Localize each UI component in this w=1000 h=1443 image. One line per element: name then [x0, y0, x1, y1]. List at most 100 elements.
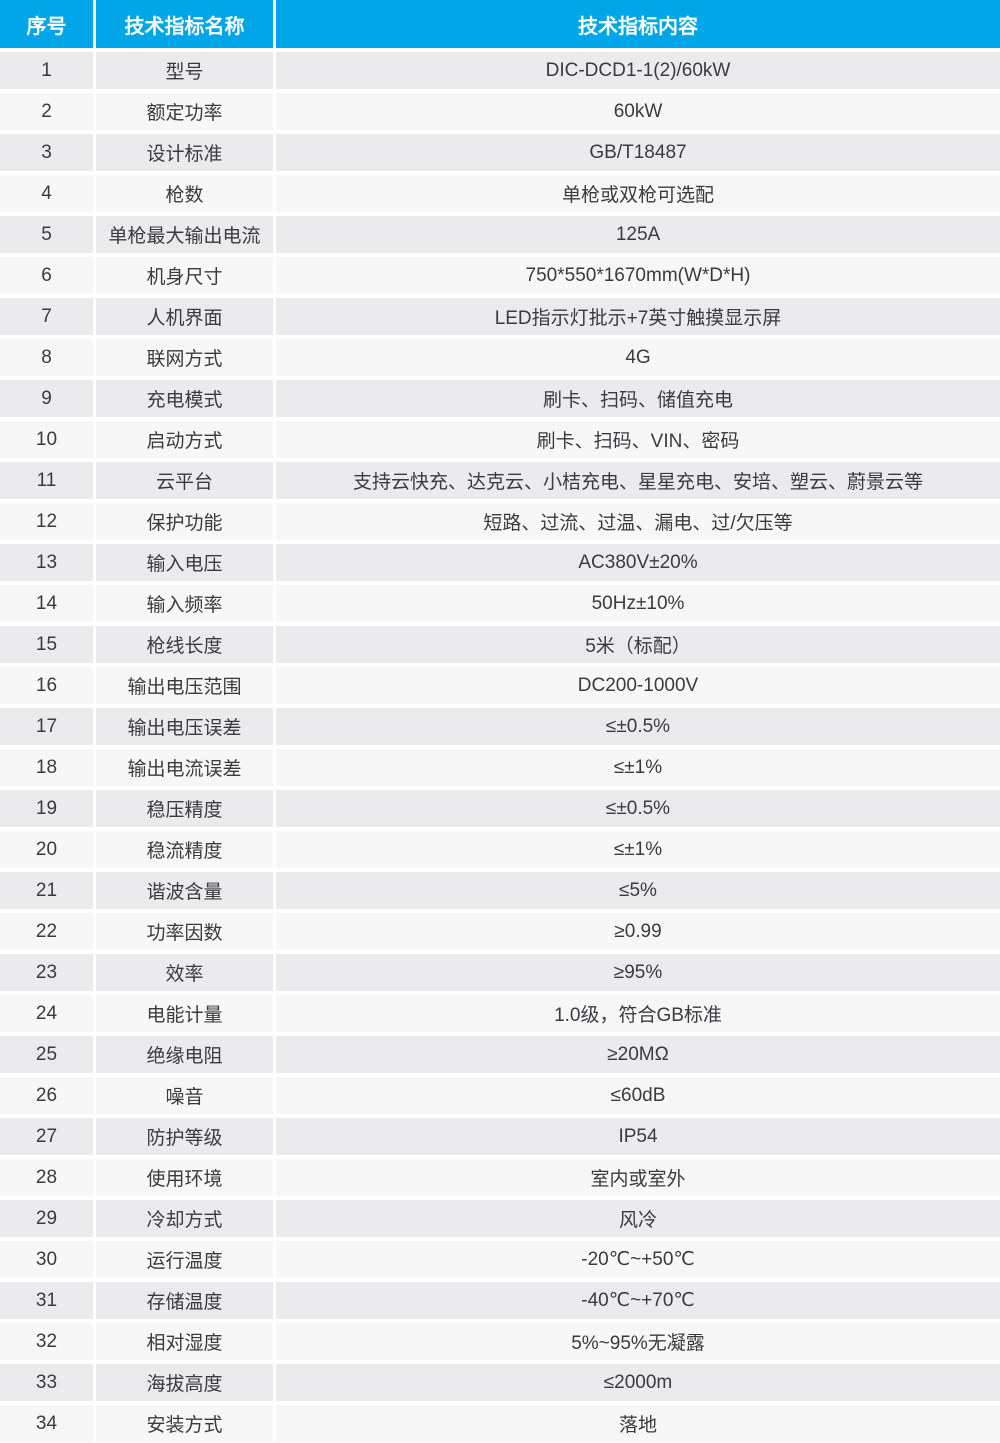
spec-value-cell: ≤±1%: [276, 749, 1000, 786]
spec-name-cell: 枪数: [96, 175, 273, 212]
spec-name-cell: 输出电压误差: [96, 708, 273, 745]
spec-value-cell: ≤2000m: [276, 1364, 1000, 1401]
spec-value-cell: 室内或室外: [276, 1159, 1000, 1196]
table-row: 29 冷却方式 风冷: [0, 1200, 1000, 1237]
spec-name-cell: 噪音: [96, 1077, 273, 1114]
table-row: 33 海拔高度 ≤2000m: [0, 1364, 1000, 1401]
spec-name-cell: 启动方式: [96, 421, 273, 458]
row-index-cell: 23: [0, 954, 93, 991]
spec-value-cell: 刷卡、扫码、VIN、密码: [276, 421, 1000, 458]
table-row: 16 输出电压范围 DC200-1000V: [0, 667, 1000, 704]
row-index-cell: 30: [0, 1241, 93, 1278]
row-index-cell: 10: [0, 421, 93, 458]
row-index-cell: 21: [0, 872, 93, 909]
spec-name-cell: 运行温度: [96, 1241, 273, 1278]
table-row: 11 云平台 支持云快充、达克云、小桔充电、星星充电、安培、塑云、蔚景云等: [0, 462, 1000, 499]
spec-value-cell: 4G: [276, 339, 1000, 376]
table-row: 2 额定功率 60kW: [0, 93, 1000, 130]
spec-name-cell: 输入电压: [96, 544, 273, 581]
spec-value-cell: 单枪或双枪可选配: [276, 175, 1000, 212]
row-index-cell: 8: [0, 339, 93, 376]
row-index-cell: 7: [0, 298, 93, 335]
table-row: 30 运行温度 -20℃~+50℃: [0, 1241, 1000, 1278]
spec-value-cell: LED指示灯批示+7英寸触摸显示屏: [276, 298, 1000, 335]
table-row: 9 充电模式 刷卡、扫码、储值充电: [0, 380, 1000, 417]
row-index-cell: 5: [0, 216, 93, 253]
spec-name-cell: 效率: [96, 954, 273, 991]
spec-value-cell: AC380V±20%: [276, 544, 1000, 581]
spec-name-cell: 使用环境: [96, 1159, 273, 1196]
table-row: 4 枪数 单枪或双枪可选配: [0, 175, 1000, 212]
row-index-cell: 27: [0, 1118, 93, 1155]
row-index-cell: 6: [0, 257, 93, 294]
row-index-cell: 33: [0, 1364, 93, 1401]
spec-value-cell: ≤±1%: [276, 831, 1000, 868]
spec-name-cell: 安装方式: [96, 1405, 273, 1442]
row-index-cell: 13: [0, 544, 93, 581]
column-header-spec-content: 技术指标内容: [276, 0, 1000, 48]
spec-value-cell: IP54: [276, 1118, 1000, 1155]
spec-value-cell: ≤±0.5%: [276, 790, 1000, 827]
row-index-cell: 12: [0, 503, 93, 540]
table-row: 18 输出电流误差 ≤±1%: [0, 749, 1000, 786]
row-index-cell: 20: [0, 831, 93, 868]
row-index-cell: 11: [0, 462, 93, 499]
row-index-cell: 4: [0, 175, 93, 212]
spec-value-cell: ≥20MΩ: [276, 1036, 1000, 1073]
spec-name-cell: 枪线长度: [96, 626, 273, 663]
table-row: 1 型号 DIC-DCD1-1(2)/60kW: [0, 52, 1000, 89]
spec-name-cell: 存储温度: [96, 1282, 273, 1319]
table-row: 19 稳压精度 ≤±0.5%: [0, 790, 1000, 827]
spec-value-cell: 50Hz±10%: [276, 585, 1000, 622]
row-index-cell: 28: [0, 1159, 93, 1196]
table-row: 23 效率 ≥95%: [0, 954, 1000, 991]
spec-name-cell: 稳压精度: [96, 790, 273, 827]
spec-name-cell: 输出电压范围: [96, 667, 273, 704]
row-index-cell: 24: [0, 995, 93, 1032]
spec-value-cell: -40℃~+70℃: [276, 1282, 1000, 1319]
spec-name-cell: 谐波含量: [96, 872, 273, 909]
spec-name-cell: 云平台: [96, 462, 273, 499]
spec-name-cell: 稳流精度: [96, 831, 273, 868]
spec-name-cell: 相对湿度: [96, 1323, 273, 1360]
row-index-cell: 22: [0, 913, 93, 950]
table-row: 25 绝缘电阻 ≥20MΩ: [0, 1036, 1000, 1073]
spec-name-cell: 设计标准: [96, 134, 273, 171]
column-header-spec-name: 技术指标名称: [96, 0, 273, 48]
spec-value-cell: 125A: [276, 216, 1000, 253]
table-row: 22 功率因数 ≥0.99: [0, 913, 1000, 950]
table-row: 5 单枪最大输出电流 125A: [0, 216, 1000, 253]
spec-name-cell: 绝缘电阻: [96, 1036, 273, 1073]
spec-name-cell: 输入频率: [96, 585, 273, 622]
table-row: 20 稳流精度 ≤±1%: [0, 831, 1000, 868]
spec-name-cell: 海拔高度: [96, 1364, 273, 1401]
row-index-cell: 17: [0, 708, 93, 745]
row-index-cell: 29: [0, 1200, 93, 1237]
table-row: 8 联网方式 4G: [0, 339, 1000, 376]
spec-value-cell: ≥0.99: [276, 913, 1000, 950]
spec-name-cell: 电能计量: [96, 995, 273, 1032]
spec-name-cell: 型号: [96, 52, 273, 89]
row-index-cell: 14: [0, 585, 93, 622]
spec-name-cell: 保护功能: [96, 503, 273, 540]
spec-name-cell: 功率因数: [96, 913, 273, 950]
table-row: 13 输入电压 AC380V±20%: [0, 544, 1000, 581]
column-header-index: 序号: [0, 0, 93, 48]
spec-name-cell: 机身尺寸: [96, 257, 273, 294]
spec-value-cell: 750*550*1670mm(W*D*H): [276, 257, 1000, 294]
table-row: 15 枪线长度 5米（标配）: [0, 626, 1000, 663]
table-row: 34 安装方式 落地: [0, 1405, 1000, 1442]
table-row: 3 设计标准 GB/T18487: [0, 134, 1000, 171]
spec-name-cell: 单枪最大输出电流: [96, 216, 273, 253]
spec-value-cell: ≤60dB: [276, 1077, 1000, 1114]
spec-value-cell: GB/T18487: [276, 134, 1000, 171]
row-index-cell: 32: [0, 1323, 93, 1360]
spec-name-cell: 防护等级: [96, 1118, 273, 1155]
table-row: 21 谐波含量 ≤5%: [0, 872, 1000, 909]
spec-value-cell: 5米（标配）: [276, 626, 1000, 663]
table-row: 17 输出电压误差 ≤±0.5%: [0, 708, 1000, 745]
table-header-row: 序号 技术指标名称 技术指标内容: [0, 0, 1000, 48]
spec-value-cell: DC200-1000V: [276, 667, 1000, 704]
